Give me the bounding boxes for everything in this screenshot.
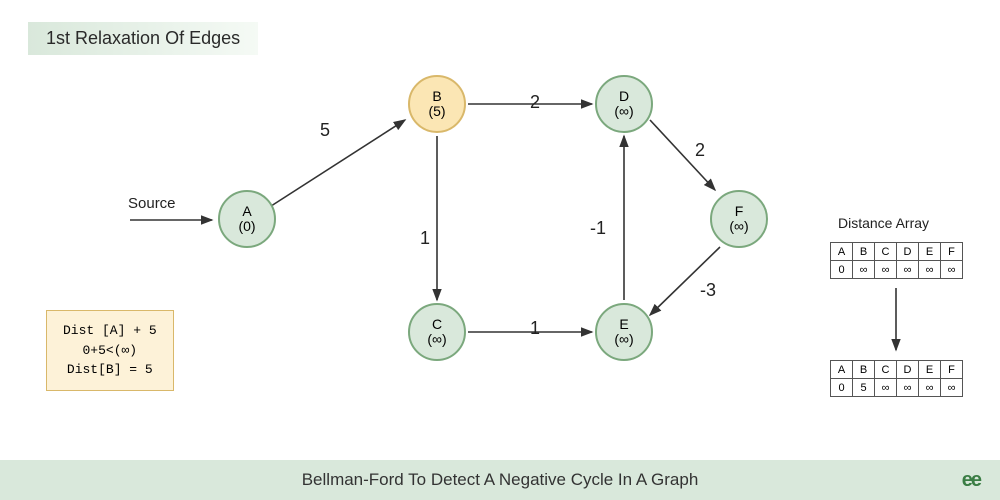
node-e: E(∞) <box>595 303 653 361</box>
edge-weight-b-c: 1 <box>420 228 430 249</box>
edge-weight-f-e: -3 <box>700 280 716 301</box>
edge-weight-c-e: 1 <box>530 318 540 339</box>
edge-weight-a-b: 5 <box>320 120 330 141</box>
edge-weight-e-d: -1 <box>590 218 606 239</box>
page-title: 1st Relaxation Of Edges <box>28 22 258 55</box>
footer-text: Bellman-Ford To Detect A Negative Cycle … <box>302 470 699 490</box>
edge-weight-d-f: 2 <box>695 140 705 161</box>
node-b: B(5) <box>408 75 466 133</box>
node-a: A(0) <box>218 190 276 248</box>
footer-bar: Bellman-Ford To Detect A Negative Cycle … <box>0 460 1000 500</box>
node-c: C(∞) <box>408 303 466 361</box>
logo-icon: ee <box>962 469 980 492</box>
distance-table-before: ABCDEF0∞∞∞∞∞ <box>830 242 963 279</box>
distance-table-after: ABCDEF05∞∞∞∞ <box>830 360 963 397</box>
edge-weight-b-d: 2 <box>530 92 540 113</box>
source-label: Source <box>128 195 176 212</box>
node-f: F(∞) <box>710 190 768 248</box>
relaxation-box: Dist [A] + 5 0+5<(∞)Dist[B] = 5 <box>46 310 174 391</box>
distance-array-label: Distance Array <box>838 215 929 231</box>
node-d: D(∞) <box>595 75 653 133</box>
